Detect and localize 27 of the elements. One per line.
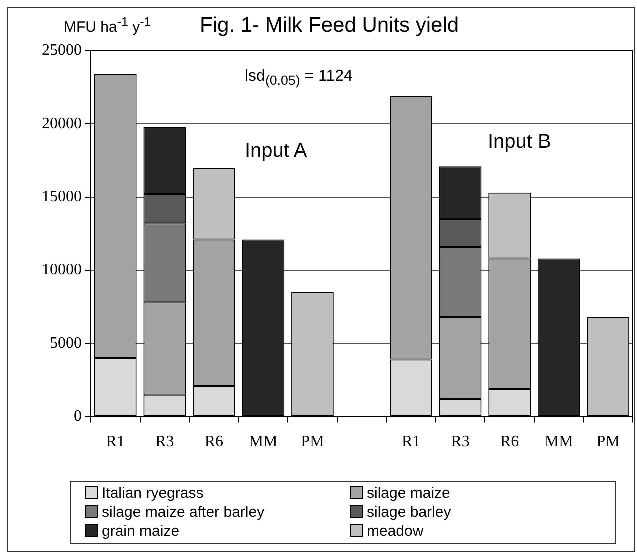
x-tick-label: PM (596, 434, 620, 451)
legend-label: silage maize (367, 485, 450, 502)
x-tick-label: R6 (204, 434, 224, 451)
y-tick-label: 10000 (42, 262, 82, 279)
y-axis-title: MFU ha$^{-1}$ y$^{-1}$ (64, 15, 152, 36)
x-tick-label: R1 (106, 434, 125, 451)
x-tick-label: PM (301, 434, 324, 451)
x-tick-label: R3 (451, 434, 470, 451)
legend-label: meadow (367, 523, 424, 540)
x-tick-label: MM (249, 434, 278, 451)
annotation: lsd$_{(0.05)}$ = 1124 (245, 68, 353, 88)
chart-title: Fig. 1- Milk Feed Units yield (200, 14, 460, 38)
legend-label: silage barley (367, 504, 452, 521)
legend-label: Italian ryegrass (102, 485, 204, 502)
y-tick-label: 15000 (42, 188, 82, 206)
annotation: Input B (488, 131, 552, 154)
x-tick-label: R1 (402, 434, 421, 451)
y-tick-label: 5000 (50, 334, 82, 352)
x-tick-label: MM (544, 434, 574, 451)
y-tick-label: 0 (74, 408, 82, 426)
y-tick-label: 25000 (42, 42, 82, 60)
y-tick-label: 20000 (42, 115, 82, 132)
x-tick-label: R6 (500, 434, 520, 451)
legend-label: silage maize after barley (102, 504, 265, 521)
x-tick-label: R3 (156, 434, 174, 451)
legend-label: grain maize (102, 523, 180, 540)
annotation: Input A (245, 140, 308, 163)
